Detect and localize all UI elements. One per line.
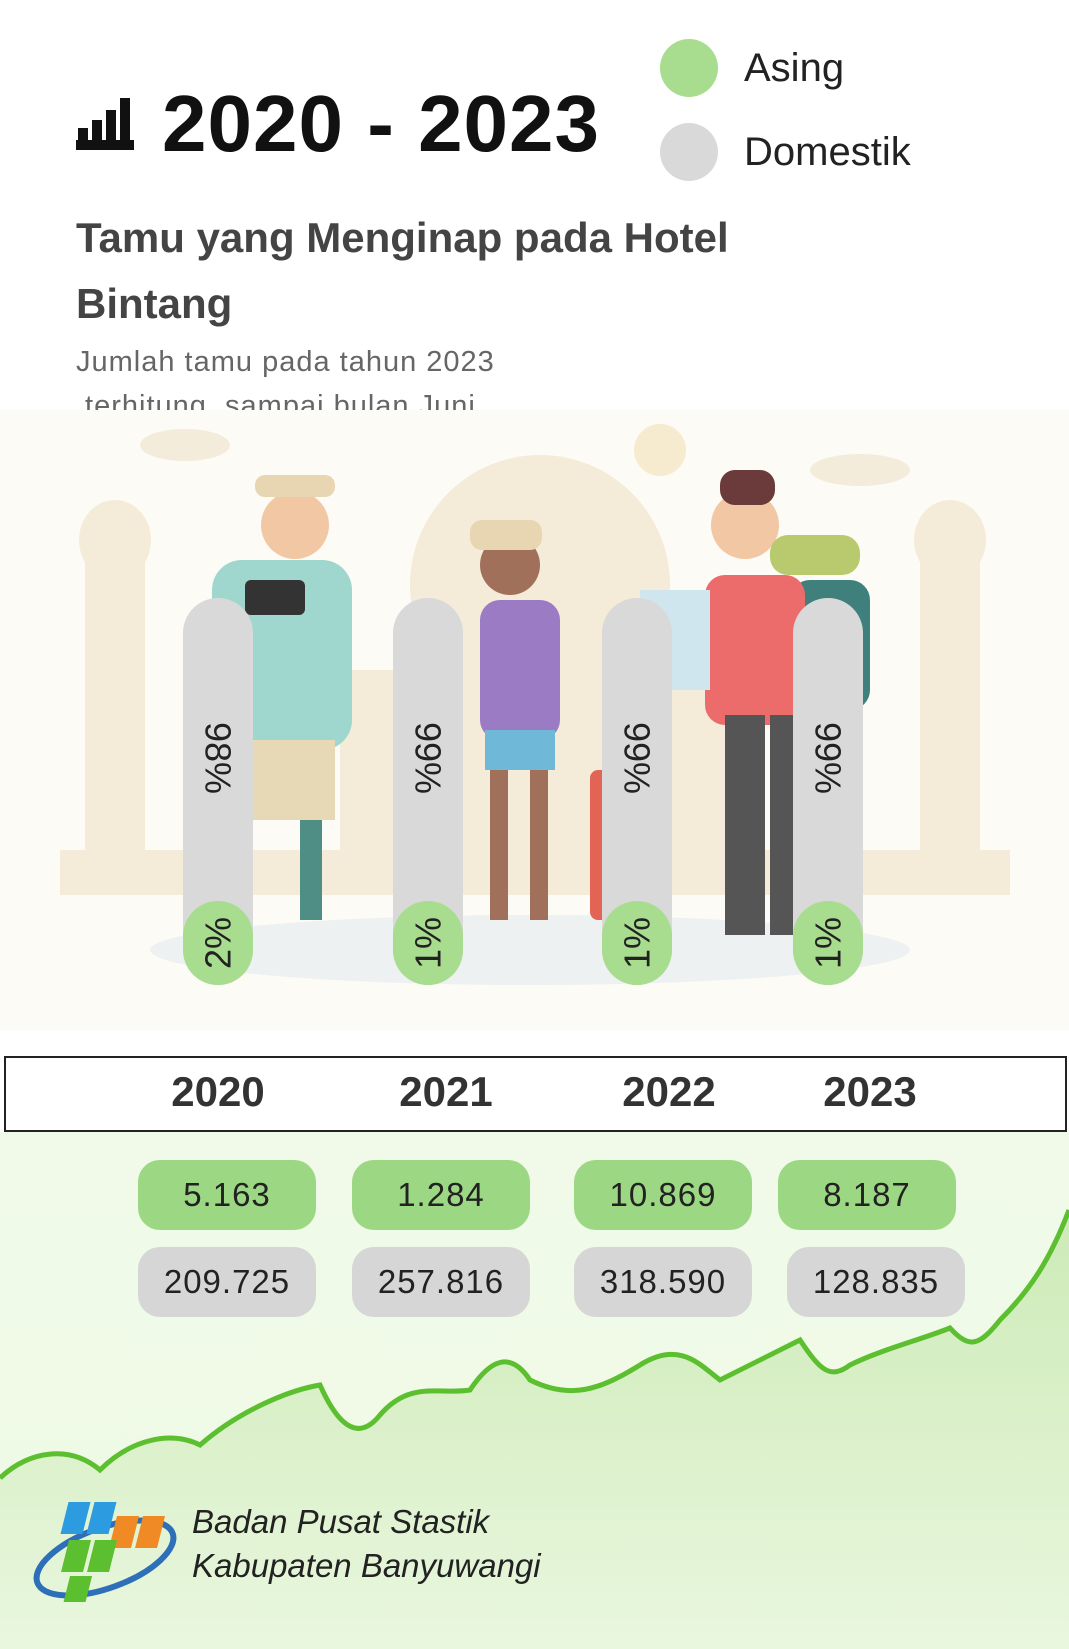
asing-share-label-2020: 2%	[198, 917, 239, 969]
year-label-2022: 2022	[622, 1068, 716, 1115]
domestik-bar-2022	[602, 598, 672, 985]
bps-logo-icon	[33, 1502, 177, 1602]
legend-item-domestik: Domestik	[660, 122, 911, 182]
asing-bar-2021	[393, 901, 463, 985]
legend-swatch-asing	[660, 39, 718, 97]
domestik-share-label-2021: 99%	[408, 722, 449, 794]
asing-bar-2020	[183, 901, 253, 985]
domestik-bar-2021	[393, 598, 463, 985]
year-label-2021: 2021	[399, 1068, 493, 1115]
asing-share-label-2021: 1%	[408, 917, 449, 969]
domestik-value-2020: 209.725	[138, 1247, 316, 1317]
year-label-2020: 2020	[171, 1068, 265, 1115]
domestik-share-label-2022: 99%	[617, 722, 658, 794]
asing-value-2023: 8.187	[778, 1160, 956, 1230]
asing-share-label-2022: 1%	[617, 917, 658, 969]
asing-value-2020: 5.163	[138, 1160, 316, 1230]
domestik-bar-2023	[793, 598, 863, 985]
organization-name: Badan Pusat Stastik Kabupaten Banyuwangi	[192, 1500, 541, 1588]
domestik-bar-2020	[183, 598, 253, 985]
bar-group-2022: 99% 1%	[602, 598, 672, 985]
domestik-value-2022: 318.590	[574, 1247, 752, 1317]
year-label-2023: 2023	[823, 1068, 917, 1115]
domestik-share-label-2020: 98%	[198, 722, 239, 794]
legend-label-domestik: Domestik	[744, 129, 911, 174]
legend-swatch-domestik	[660, 123, 718, 181]
chart-note: Jumlah tamu pada tahun 2023 terhitung sa…	[76, 346, 495, 422]
asing-bar-2023	[793, 901, 863, 985]
asing-share-label-2023: 1%	[808, 917, 849, 969]
legend-item-asing: Asing	[660, 38, 844, 98]
domestik-value-2023: 128.835	[787, 1247, 965, 1317]
domestik-share-label-2023: 99%	[808, 722, 849, 794]
bar-group-2023: 99% 1%	[793, 598, 863, 985]
chart-subtitle: Tamu yang Menginap pada Hotel Bintang	[76, 214, 729, 327]
bar-group-2020: 98% 2%	[183, 598, 253, 985]
asing-value-2021: 1.284	[352, 1160, 530, 1230]
legend-label-asing: Asing	[744, 45, 845, 90]
organization-line-2: Kabupaten Banyuwangi	[192, 1547, 541, 1584]
asing-value-2022: 10.869	[574, 1160, 752, 1230]
bar-chart-icon	[76, 98, 134, 150]
organization-line-1: Badan Pusat Stastik	[192, 1503, 490, 1540]
asing-bar-2022	[602, 901, 672, 985]
domestik-value-2021: 257.816	[352, 1247, 530, 1317]
year-row	[4, 1056, 1067, 1132]
bar-group-2021: 99% 1%	[393, 598, 463, 985]
page-title: 2020 - 2023	[162, 79, 601, 168]
